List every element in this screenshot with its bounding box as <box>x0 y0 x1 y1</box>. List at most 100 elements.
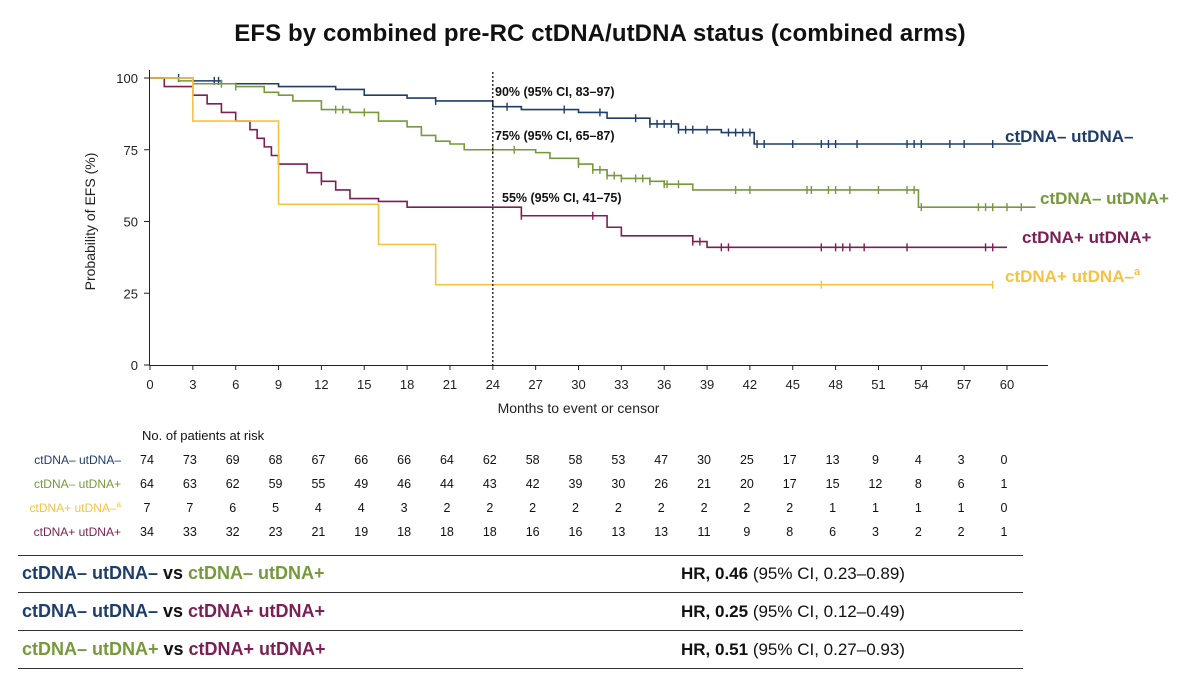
risk-value: 39 <box>569 477 583 491</box>
vs-label: vs <box>158 639 189 659</box>
annotation-label: 75% (95% CI, 65–87) <box>495 129 615 143</box>
risk-value: 17 <box>783 453 797 467</box>
series-label: ctDNA– utDNA– <box>1005 127 1133 146</box>
hr-row: ctDNA– utDNA– vs ctDNA+ utDNA+ HR, 0.25 (… <box>18 594 1023 632</box>
risk-value: 74 <box>140 453 154 467</box>
risk-value: 3 <box>872 525 879 539</box>
hr-comparison: ctDNA– utDNA– vs ctDNA+ utDNA+ <box>22 601 325 622</box>
risk-value: 15 <box>826 477 840 491</box>
risk-value: 58 <box>526 453 540 467</box>
x-tick-label: 54 <box>914 377 928 392</box>
risk-value: 1 <box>829 501 836 515</box>
hr-number: HR, 0.25 <box>681 602 749 621</box>
hr-row: ctDNA– utDNA+ vs ctDNA+ utDNA+ HR, 0.51 (… <box>18 632 1023 670</box>
risk-value: 25 <box>740 453 754 467</box>
risk-value: 6 <box>229 501 236 515</box>
risk-value: 9 <box>872 453 879 467</box>
chart-axes: 0 3 6 9 12 15 18 21 24 27 30 33 36 39 42 45 48 51 54 57 6002… <box>82 70 1048 416</box>
risk-value: 8 <box>915 477 922 491</box>
x-tick-label: 30 <box>571 377 585 392</box>
risk-value: 63 <box>183 477 197 491</box>
y-tick-label: 100 <box>116 71 138 86</box>
risk-value: 55 <box>311 477 325 491</box>
risk-value: 16 <box>569 525 583 539</box>
risk-value: 66 <box>354 453 368 467</box>
hr-ci: (95% CI, 0.27–0.93) <box>748 640 905 659</box>
risk-value: 2 <box>529 501 536 515</box>
risk-value: 34 <box>140 525 154 539</box>
risk-value: 68 <box>269 453 283 467</box>
x-tick-label: 27 <box>528 377 542 392</box>
x-axis-label: Months to event or censor <box>498 400 660 416</box>
risk-value: 17 <box>783 477 797 491</box>
series-label: ctDNA– utDNA+ <box>1040 189 1169 208</box>
risk-value: 0 <box>1001 453 1008 467</box>
x-tick-label: 39 <box>700 377 714 392</box>
y-tick-label: 75 <box>124 143 138 158</box>
x-tick-label: 9 <box>275 377 282 392</box>
risk-value: 1 <box>1001 477 1008 491</box>
risk-row-label: ctDNA+ utDNA+ <box>34 525 121 539</box>
risk-row-label: ctDNA+ utDNA–a <box>30 500 122 515</box>
y-tick-label: 50 <box>124 215 138 230</box>
risk-value: 6 <box>958 477 965 491</box>
risk-value: 9 <box>743 525 750 539</box>
risk-value: 2 <box>743 501 750 515</box>
risk-value: 26 <box>654 477 668 491</box>
risk-value: 0 <box>1001 501 1008 515</box>
risk-value: 23 <box>269 525 283 539</box>
x-tick-label: 57 <box>957 377 971 392</box>
risk-value: 18 <box>440 525 454 539</box>
risk-value: 20 <box>740 477 754 491</box>
risk-value: 2 <box>786 501 793 515</box>
risk-value: 1 <box>1001 525 1008 539</box>
x-tick-label: 6 <box>232 377 239 392</box>
x-tick-label: 0 <box>146 377 153 392</box>
risk-value: 16 <box>526 525 540 539</box>
risk-value: 30 <box>611 477 625 491</box>
risk-value: 3 <box>401 501 408 515</box>
y-axis-label: Probability of EFS (%) <box>82 153 98 291</box>
km-curve-3 <box>150 77 993 286</box>
risk-value: 44 <box>440 477 454 491</box>
x-tick-label: 60 <box>1000 377 1014 392</box>
y-tick-label: 25 <box>124 286 138 301</box>
km-chart: 0 3 6 9 12 15 18 21 24 27 30 33 36 39 42 45 48 51 54 57 6002… <box>30 70 1169 539</box>
risk-value: 32 <box>226 525 240 539</box>
risk-value: 2 <box>486 501 493 515</box>
hr-number: HR, 0.51 <box>681 640 749 659</box>
risk-value: 2 <box>915 525 922 539</box>
risk-value: 2 <box>658 501 665 515</box>
table-rule <box>18 630 1023 631</box>
x-tick-label: 15 <box>357 377 371 392</box>
risk-table-header: No. of patients at risk <box>142 428 265 443</box>
hr-comparison: ctDNA– utDNA– vs ctDNA– utDNA+ <box>22 563 325 584</box>
risk-value: 49 <box>354 477 368 491</box>
hr-value: HR, 0.51 (95% CI, 0.27–0.93) <box>681 640 905 660</box>
km-curve-2 <box>150 77 1007 249</box>
risk-value: 18 <box>397 525 411 539</box>
risk-value: 13 <box>826 453 840 467</box>
risk-value: 69 <box>226 453 240 467</box>
risk-row-label: ctDNA– utDNA+ <box>34 477 121 491</box>
risk-value: 19 <box>354 525 368 539</box>
risk-row-label: ctDNA– utDNA– <box>34 453 121 467</box>
x-tick-label: 36 <box>657 377 671 392</box>
y-tick-label: 0 <box>131 358 138 373</box>
annotation-label: 55% (95% CI, 41–75) <box>502 191 622 205</box>
risk-value: 64 <box>140 477 154 491</box>
risk-value: 2 <box>701 501 708 515</box>
risk-value: 13 <box>654 525 668 539</box>
risk-value: 2 <box>572 501 579 515</box>
risk-value: 1 <box>958 501 965 515</box>
risk-value: 33 <box>183 525 197 539</box>
risk-value: 43 <box>483 477 497 491</box>
risk-value: 42 <box>526 477 540 491</box>
hr-ci: (95% CI, 0.12–0.49) <box>748 602 905 621</box>
risk-value: 11 <box>698 525 711 539</box>
group-a: ctDNA– utDNA– <box>22 601 159 621</box>
x-tick-label: 3 <box>189 377 196 392</box>
risk-value: 1 <box>872 501 879 515</box>
hr-row: ctDNA– utDNA– vs ctDNA– utDNA+ HR, 0.46 (… <box>18 556 1023 594</box>
